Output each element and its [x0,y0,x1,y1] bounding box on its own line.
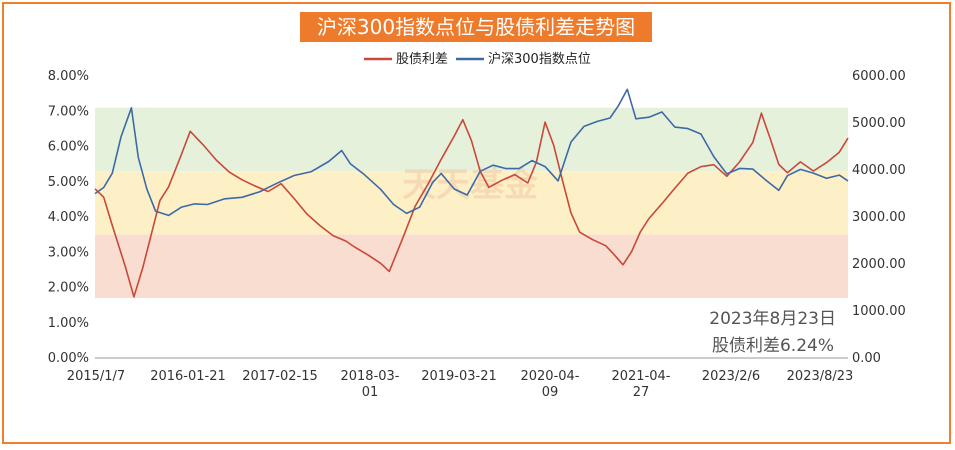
annotation-value: 股债利差6.24% [712,336,834,356]
legend: 股债利差 沪深300指数点位 [364,51,591,67]
watermark-layer: 天天基金 [402,165,539,205]
x-tick-label: 2021-04-27 [611,369,670,400]
y-left-tick: 7.00% [48,104,89,119]
watermark: 天天基金 [402,165,539,205]
series-layer [94,88,849,298]
y-right-tick: 1000.00 [852,304,906,319]
y-right-tick: 4000.00 [852,163,906,178]
y-left-tick: 2.00% [48,281,89,296]
x-tick-label: 2023/8/23 [787,369,854,384]
y-left-tick: 0.00% [48,351,89,366]
x-tick-label: 2016-01-21 [150,369,226,384]
axes-layer: 0.00% 1.00% 2.00% 3.00% 4.00% 5.00% 6.00% 7.00%… [48,69,906,400]
chart-title: 沪深300指数点位与股债利差走势图 [300,12,652,42]
y-left-tick: 4.00% [48,210,89,225]
y-left-tick: 3.00% [48,245,89,260]
x-tick-label: 2015/1/7 [67,369,125,384]
y-left-tick: 8.00% [48,69,89,84]
background-bands [95,107,848,299]
x-tick-label: 2018-03-01 [340,369,399,400]
y-right-tick: 0.00 [852,351,881,366]
band-mid [95,171,848,235]
y-right-tick: 5000.00 [852,116,906,131]
legend-label: 沪深300指数点位 [488,51,591,67]
y-left-tick: 5.00% [48,175,89,190]
annotation-date: 2023年8月23日 [709,309,836,329]
y-right-tick: 6000.00 [852,69,906,84]
x-tick-label: 2019-03-21 [421,369,497,384]
band-low [95,234,848,299]
y-left-tick: 1.00% [48,316,89,331]
x-tick-label: 2017-02-15 [242,369,318,384]
y-right-tick: 3000.00 [852,210,906,225]
x-tick-label: 2020-04-09 [520,369,579,400]
series-line-index [94,88,849,217]
legend-label: 股债利差 [396,52,448,67]
y-left-tick: 6.00% [48,140,89,155]
x-tick-label: 2023/2/6 [702,369,760,384]
y-right-tick: 2000.00 [852,257,906,272]
